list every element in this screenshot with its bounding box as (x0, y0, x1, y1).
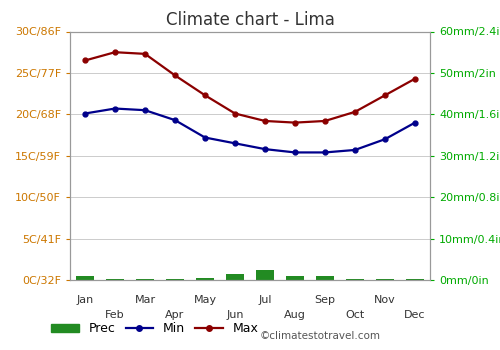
Text: Mar: Mar (134, 295, 156, 305)
Text: Jan: Jan (76, 295, 94, 305)
Bar (196, 278, 214, 280)
Text: ©climatestotravel.com: ©climatestotravel.com (260, 331, 381, 341)
Bar (166, 279, 184, 280)
Bar (226, 274, 244, 280)
Text: Sep: Sep (314, 295, 336, 305)
Bar (76, 276, 94, 280)
Text: Apr: Apr (166, 310, 184, 320)
Text: Jun: Jun (226, 310, 244, 320)
Text: Nov: Nov (374, 295, 396, 305)
Title: Climate chart - Lima: Climate chart - Lima (166, 10, 334, 29)
Text: Dec: Dec (404, 310, 426, 320)
Bar (376, 279, 394, 280)
Text: May: May (194, 295, 216, 305)
Bar (316, 276, 334, 280)
Bar (136, 279, 154, 280)
Text: Jul: Jul (258, 295, 272, 305)
Text: Oct: Oct (346, 310, 364, 320)
Bar (346, 279, 364, 280)
Bar (286, 276, 304, 280)
Text: Aug: Aug (284, 310, 306, 320)
Bar (256, 270, 274, 280)
Text: Feb: Feb (105, 310, 125, 320)
Legend: Prec, Min, Max: Prec, Min, Max (46, 317, 264, 340)
Bar (106, 279, 124, 280)
Bar (406, 279, 424, 280)
